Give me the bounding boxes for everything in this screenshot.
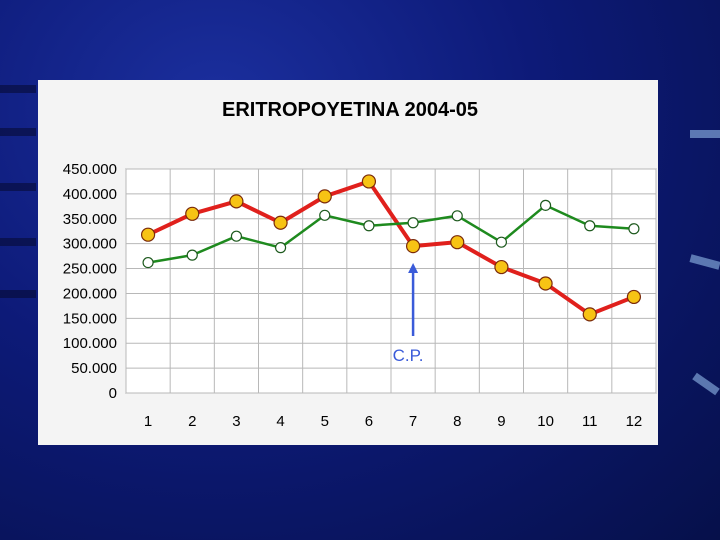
data-point <box>361 174 377 189</box>
annotation-arrowhead <box>408 263 419 273</box>
decor-bar <box>0 183 36 191</box>
data-point <box>450 235 465 250</box>
data-point <box>451 210 463 222</box>
annotation-label: C.P. <box>393 346 424 365</box>
chart-title: ERITROPOYETINA 2004-05 <box>222 99 478 121</box>
decor-bar <box>0 290 36 298</box>
series-line <box>147 179 635 317</box>
x-tick-label: 8 <box>453 413 461 430</box>
data-point <box>319 209 331 221</box>
data-point <box>494 259 509 275</box>
data-point <box>539 199 552 211</box>
data-point <box>230 230 243 242</box>
x-tick-label: 3 <box>232 413 240 430</box>
data-point <box>142 256 154 269</box>
series-line <box>147 204 635 264</box>
x-tick-label: 5 <box>321 413 329 430</box>
x-tick-label: 4 <box>276 413 284 430</box>
y-tick-label: 450.000 <box>63 161 117 178</box>
x-tick-label: 11 <box>582 413 598 430</box>
axes: 0 50.000 100.000 150.000 200.000 250.000 300.0… <box>63 161 642 430</box>
data-point <box>273 215 288 230</box>
data-point <box>363 220 375 232</box>
data-point <box>538 276 553 291</box>
data-point <box>628 223 640 235</box>
y-tick-label: 100.000 <box>63 335 117 352</box>
series-layer <box>140 174 642 322</box>
data-point <box>407 217 419 229</box>
y-tick-label: 200.000 <box>63 285 117 302</box>
x-tick-label: 7 <box>409 413 417 430</box>
x-tick-label: 6 <box>365 413 373 430</box>
data-point <box>405 239 421 254</box>
x-tick-label: 9 <box>497 413 505 430</box>
data-point <box>140 227 156 242</box>
decor-bar <box>690 130 720 138</box>
x-tick-label: 2 <box>188 413 196 430</box>
x-tick-label: 1 <box>144 413 152 430</box>
x-tick-label: 12 <box>626 413 643 430</box>
line-chart: ERITROPOYETINA 2004-05 050.000100.000150… <box>63 99 657 430</box>
decor-bar <box>0 128 36 136</box>
y-tick-label: 150.000 <box>63 310 117 327</box>
y-tick-label: 250.000 <box>63 261 117 278</box>
decor-bar <box>692 372 720 396</box>
data-point <box>185 206 200 221</box>
data-point <box>626 289 642 305</box>
decor-bar <box>689 254 720 270</box>
data-point <box>495 236 508 248</box>
data-point <box>186 249 198 261</box>
y-tick-label: 0 <box>109 385 117 402</box>
x-tick-label: 10 <box>537 413 554 430</box>
y-tick-label: 50.000 <box>71 360 117 377</box>
data-point <box>584 220 596 232</box>
chart-panel: ERITROPOYETINA 2004-05 0 50.000 100.000 150… <box>38 80 658 445</box>
decor-bar <box>0 85 36 93</box>
y-tick-label: 300.000 <box>63 236 117 253</box>
data-point <box>582 307 597 322</box>
data-point <box>274 242 287 254</box>
data-point <box>229 194 244 209</box>
data-point <box>317 189 332 204</box>
y-tick-label: 400.000 <box>63 186 117 203</box>
y-tick-label: 350.000 <box>63 211 117 228</box>
annotation-layer: C.P. <box>393 263 424 365</box>
decor-bar <box>0 238 36 246</box>
grid <box>125 168 657 394</box>
